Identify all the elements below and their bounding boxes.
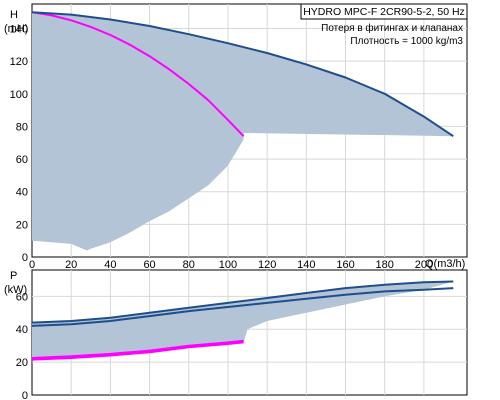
power-series-line-0 — [31, 341, 244, 361]
flow-xtick-label: 140 — [297, 259, 315, 271]
head-ytick-label: 60 — [16, 154, 28, 166]
head-series-line-1 — [31, 11, 454, 138]
head-axis-unit: (mH) — [4, 23, 28, 35]
power-axis-unit: (kW) — [4, 284, 27, 296]
power-tick-labels: 0 20 40 60 — [16, 291, 28, 400]
power-ytick-label: 60 — [16, 291, 28, 303]
flow-xtick-label: 200 — [415, 259, 433, 271]
head-ytick-label: 120 — [10, 56, 28, 68]
flow-xtick-label: 120 — [258, 259, 276, 271]
head-operating-area — [32, 12, 454, 251]
flow-xtick-label: 80 — [183, 259, 195, 271]
head-shaded-region — [32, 12, 454, 251]
power-shaded-region — [32, 281, 454, 360]
flow-xtick-label: 40 — [104, 259, 116, 271]
head-ytick-label: 20 — [16, 219, 28, 231]
power-operating-area — [32, 281, 454, 360]
flow-xtick-label: 100 — [219, 259, 237, 271]
power-series-line-1 — [31, 339, 244, 359]
note-density: Плотность = 1000 kg/m3 — [350, 36, 463, 47]
flow-xtick-label: 60 — [143, 259, 155, 271]
power-series-line-3 — [31, 280, 454, 324]
head-ytick-label: 40 — [16, 187, 28, 199]
head-ytick-label: 0 — [22, 252, 28, 264]
head-ytick-label: 140 — [10, 23, 28, 35]
power-series-line-2 — [31, 287, 454, 327]
power-ytick-label: 40 — [16, 324, 28, 336]
title-box — [300, 3, 468, 20]
power-ytick-label: 20 — [16, 357, 28, 369]
head-series-line-0 — [31, 11, 245, 137]
power-axis-label: P — [10, 270, 17, 282]
flow-xtick-label: 20 — [65, 259, 77, 271]
power-series — [31, 280, 454, 361]
head-series — [31, 11, 454, 138]
note-fittings-losses: Потеря в фитингах и клапанах — [321, 22, 463, 34]
flow-xtick-label: 160 — [336, 259, 354, 271]
flow-axis-label: Q(m3/h) — [425, 258, 465, 270]
flow-xtick-label: 0 — [29, 259, 35, 271]
head-ytick-label: 100 — [10, 89, 28, 101]
chart-title: HYDRO MPC-F 2CR90-5-2, 50 Hz — [303, 6, 465, 18]
head-tick-labels: 0 20 40 60 80 100 120 140 0 20 40 60 80 100 120 140 160 1… — [10, 23, 433, 271]
flow-xtick-label: 180 — [376, 259, 394, 271]
power-ytick-label: 0 — [22, 390, 28, 400]
head-axis-label: H — [10, 9, 18, 21]
head-ytick-label: 80 — [16, 121, 28, 133]
